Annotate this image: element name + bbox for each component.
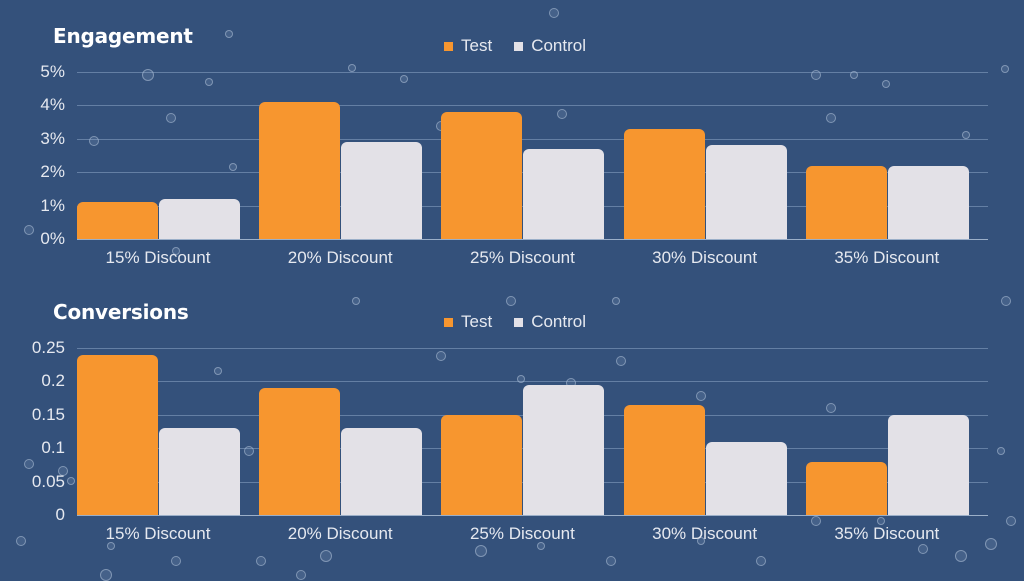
x-tick-label: 25% Discount — [469, 248, 575, 267]
x-tick-label: 20% Discount — [287, 248, 393, 267]
y-tick-label: 3% — [40, 128, 65, 148]
legend-label: Test — [461, 312, 493, 331]
bar-group — [441, 348, 605, 515]
plot-area: 0% 1% 2% 3% 4% 5% 15% Discount 20% Discount 25% … — [40, 62, 988, 267]
x-tick-label: 15% Discount — [105, 524, 211, 543]
y-tick-label: 5% — [40, 62, 65, 81]
bar-group — [259, 72, 423, 239]
bar-group — [259, 348, 423, 515]
bar-group — [441, 72, 605, 239]
gridline — [77, 381, 988, 383]
gridline — [77, 138, 988, 140]
bar-test — [805, 165, 887, 239]
chart-title: Conversions — [53, 300, 189, 324]
bar-control — [705, 441, 787, 515]
x-tick-label: 35% Discount — [834, 248, 940, 267]
gridline — [77, 72, 988, 73]
bar-control — [341, 428, 423, 515]
x-tick-label: 30% Discount — [652, 248, 758, 267]
bar-control — [887, 165, 969, 239]
y-tick-label: 0 — [55, 505, 65, 524]
bar-test — [259, 102, 341, 239]
chart-legend: Test Control — [444, 36, 608, 56]
bar-test — [77, 202, 158, 239]
bar-test — [623, 404, 705, 515]
bar-group — [805, 72, 969, 239]
y-tick-label: 2% — [40, 162, 65, 182]
bar-control — [341, 142, 423, 239]
legend-item-control: Control — [514, 312, 586, 332]
bar-control — [523, 148, 605, 239]
bar-control — [159, 428, 240, 515]
bar-test — [805, 461, 887, 515]
bar-group — [77, 72, 240, 239]
legend-item-test: Test — [444, 312, 492, 332]
y-tick-label: 4% — [40, 95, 65, 115]
x-axis-line — [77, 515, 988, 516]
y-tick-label: 0.25 — [31, 338, 65, 357]
bar-control — [887, 414, 969, 515]
plot-area: 0 0.05 0.1 0.15 0.2 0.25 15% Discount 20% Disco… — [32, 338, 988, 543]
legend-item-control: Control — [514, 36, 586, 56]
bar-test — [441, 112, 523, 239]
bar-test — [77, 354, 158, 515]
y-tick-label: 0% — [40, 229, 65, 248]
control-swatch-icon — [514, 317, 524, 327]
legend-item-test: Test — [444, 36, 492, 56]
x-axis-line — [77, 239, 988, 240]
y-tick-label: 0.15 — [31, 404, 65, 424]
legend-label: Control — [531, 312, 586, 331]
legend-label: Test — [461, 36, 493, 55]
x-tick-label: 25% Discount — [469, 524, 575, 543]
chart-legend: Test Control — [444, 312, 608, 332]
chart-title: Engagement — [53, 24, 193, 48]
bar-test — [259, 388, 341, 515]
gridline — [77, 105, 988, 107]
bar-group — [623, 72, 787, 239]
control-swatch-icon — [514, 41, 524, 51]
y-tick-label: 1% — [40, 195, 65, 215]
test-swatch-icon — [444, 41, 453, 51]
y-tick-label: 0.1 — [41, 438, 65, 458]
bar-control — [523, 384, 605, 515]
bar-group — [623, 348, 787, 515]
engagement-chart: Engagement Test Control 0% 1% 2% 3% 4% 5% 15% … — [0, 0, 1024, 290]
x-tick-label: 15% Discount — [105, 248, 211, 267]
bar-group — [77, 348, 240, 515]
test-swatch-icon — [444, 317, 453, 327]
x-tick-label: 20% Discount — [287, 524, 393, 543]
bar-test — [441, 414, 523, 515]
bar-test — [623, 128, 705, 239]
bar-group — [805, 348, 969, 515]
y-tick-label: 0.05 — [31, 471, 65, 491]
bar-control — [705, 145, 787, 239]
x-tick-label: 35% Discount — [834, 524, 940, 543]
x-tick-label: 30% Discount — [652, 524, 758, 543]
gridline — [77, 348, 988, 349]
legend-label: Control — [531, 36, 586, 55]
bar-control — [159, 198, 240, 239]
y-tick-label: 0.2 — [41, 371, 65, 391]
